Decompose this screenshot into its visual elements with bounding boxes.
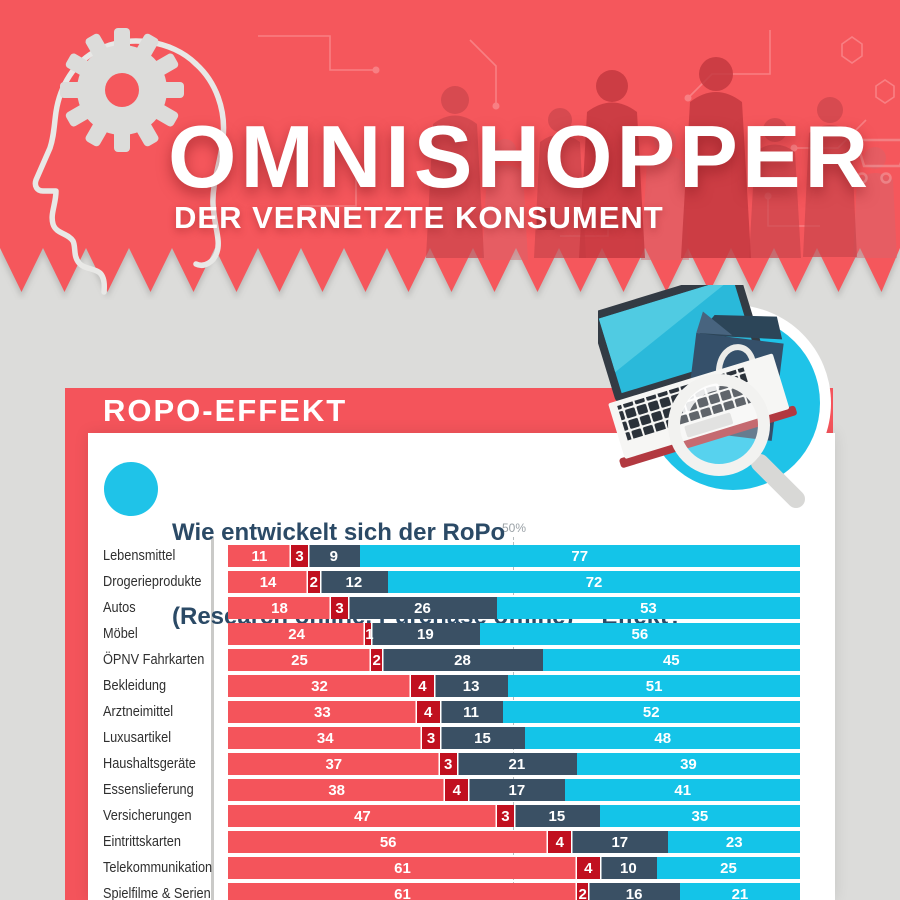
- question-bullet-icon: [104, 462, 158, 516]
- page-subtitle: DER VERNETZTE KONSUMENT: [174, 200, 664, 235]
- chart-question-line1: Wie entwickelt sich der RoPo: [172, 519, 506, 546]
- chart-axis-line: [211, 537, 214, 900]
- header-artwork: [0, 0, 900, 298]
- section-left-border: [65, 388, 88, 900]
- head-profile-icon: [32, 28, 227, 295]
- chart-question-line2: (Research online, Purchase offline) - Ef…: [172, 603, 683, 630]
- gear-icon: [60, 28, 184, 152]
- section-banner-label: ROPO-EFFEKT: [103, 393, 348, 428]
- shopping-cart-icon: [842, 130, 900, 184]
- research-online-illustration: [598, 285, 831, 508]
- shopper-silhouettes: [426, 57, 897, 260]
- magnifier-icon: [668, 374, 805, 508]
- fifty-percent-gridline-label: 50%: [501, 521, 527, 535]
- page-title: OMNISHOPPER: [168, 107, 873, 206]
